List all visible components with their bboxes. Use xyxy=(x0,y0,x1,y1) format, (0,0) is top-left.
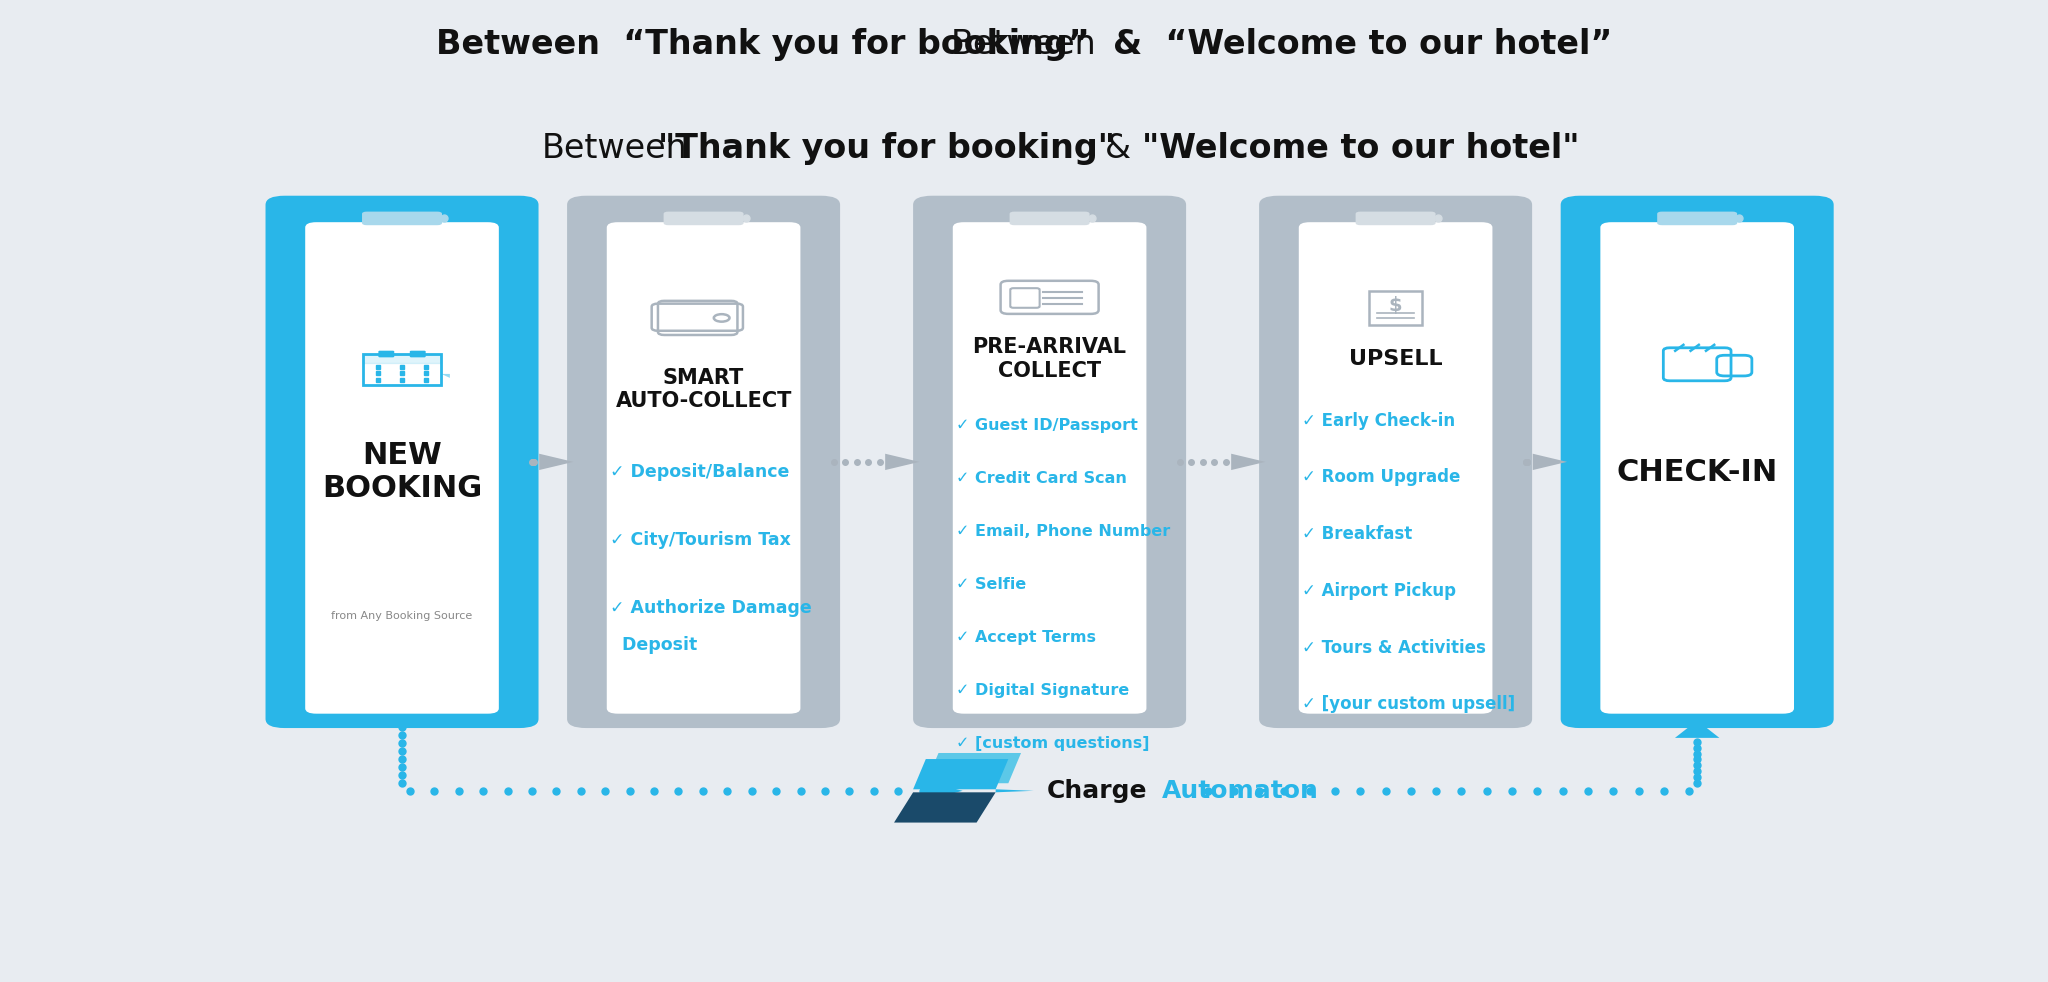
FancyBboxPatch shape xyxy=(567,195,840,728)
Text: &: & xyxy=(1106,132,1130,165)
FancyBboxPatch shape xyxy=(1657,211,1737,225)
Text: ✓ Deposit/Balance: ✓ Deposit/Balance xyxy=(610,464,788,481)
Text: Between: Between xyxy=(950,27,1098,61)
Text: ✓ Accept Terms: ✓ Accept Terms xyxy=(956,630,1096,645)
FancyBboxPatch shape xyxy=(1561,195,1833,728)
FancyBboxPatch shape xyxy=(379,351,395,357)
Text: NEW
BOOKING: NEW BOOKING xyxy=(322,441,481,504)
Text: $: $ xyxy=(1389,297,1403,315)
Polygon shape xyxy=(895,792,995,823)
Polygon shape xyxy=(885,454,920,470)
Text: ✓ City/Tourism Tax: ✓ City/Tourism Tax xyxy=(610,531,791,549)
Polygon shape xyxy=(1675,721,1720,737)
FancyBboxPatch shape xyxy=(1298,222,1493,714)
Text: Deposit: Deposit xyxy=(610,635,696,654)
FancyBboxPatch shape xyxy=(952,222,1147,714)
Polygon shape xyxy=(913,759,1008,790)
FancyBboxPatch shape xyxy=(1010,211,1090,225)
FancyBboxPatch shape xyxy=(1599,222,1794,714)
FancyBboxPatch shape xyxy=(1356,211,1436,225)
Text: ✓ Airport Pickup: ✓ Airport Pickup xyxy=(1303,582,1456,600)
FancyBboxPatch shape xyxy=(266,195,539,728)
Text: from Any Booking Source: from Any Booking Source xyxy=(332,611,473,622)
Text: ✓ Selfie: ✓ Selfie xyxy=(956,577,1026,592)
FancyBboxPatch shape xyxy=(362,211,442,225)
Text: Between: Between xyxy=(541,132,688,165)
Text: ✓ Early Check-in: ✓ Early Check-in xyxy=(1303,411,1454,430)
Text: Charge: Charge xyxy=(1047,779,1147,803)
Text: Between  “Thank you for booking”  &  “Welcome to our hotel”: Between “Thank you for booking” & “Welco… xyxy=(436,27,1612,61)
Text: Automaton: Automaton xyxy=(1163,779,1319,803)
Text: "Thank you for booking": "Thank you for booking" xyxy=(657,132,1114,165)
FancyBboxPatch shape xyxy=(305,222,500,714)
Text: SMART
AUTO-COLLECT: SMART AUTO-COLLECT xyxy=(614,368,793,411)
Polygon shape xyxy=(1231,454,1266,470)
Polygon shape xyxy=(922,781,963,801)
Polygon shape xyxy=(995,790,1034,792)
Text: ✓ Authorize Damage: ✓ Authorize Damage xyxy=(610,599,811,618)
Text: ✓ Digital Signature: ✓ Digital Signature xyxy=(956,683,1128,698)
Text: ✓ Breakfast: ✓ Breakfast xyxy=(1303,525,1411,543)
Text: ✓ [your custom upsell]: ✓ [your custom upsell] xyxy=(1303,695,1516,713)
FancyBboxPatch shape xyxy=(410,351,426,357)
Text: ✓ Room Upgrade: ✓ Room Upgrade xyxy=(1303,468,1460,486)
Polygon shape xyxy=(440,374,451,378)
Text: PRE-ARRIVAL
COLLECT: PRE-ARRIVAL COLLECT xyxy=(973,338,1126,381)
Polygon shape xyxy=(539,454,573,470)
Polygon shape xyxy=(1532,454,1567,470)
FancyBboxPatch shape xyxy=(664,211,743,225)
Text: ✓ Tours & Activities: ✓ Tours & Activities xyxy=(1303,638,1485,657)
Text: ✓ Email, Phone Number: ✓ Email, Phone Number xyxy=(956,524,1169,539)
Polygon shape xyxy=(926,753,1022,784)
FancyBboxPatch shape xyxy=(606,222,801,714)
Text: ✓ Credit Card Scan: ✓ Credit Card Scan xyxy=(956,471,1126,486)
Text: ✓ Guest ID/Passport: ✓ Guest ID/Passport xyxy=(956,418,1137,433)
FancyBboxPatch shape xyxy=(1260,195,1532,728)
Text: ✓ [custom questions]: ✓ [custom questions] xyxy=(956,736,1149,751)
Text: CHECK-IN: CHECK-IN xyxy=(1616,458,1778,487)
Text: "Welcome to our hotel": "Welcome to our hotel" xyxy=(1141,132,1579,165)
Text: UPSELL: UPSELL xyxy=(1350,349,1442,369)
FancyBboxPatch shape xyxy=(913,195,1186,728)
